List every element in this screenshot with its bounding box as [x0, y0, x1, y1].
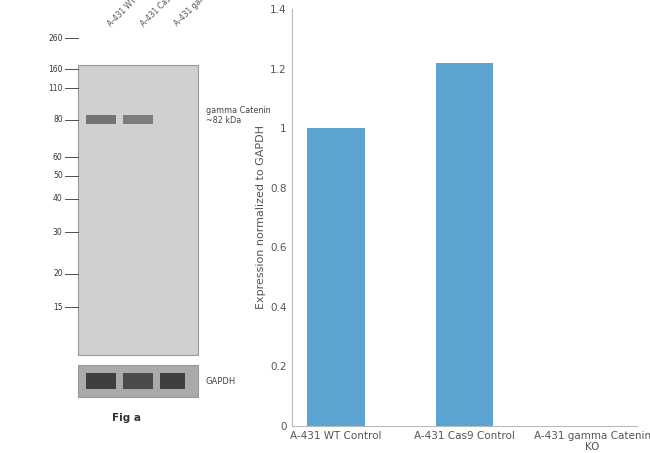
Text: 260: 260 [48, 34, 62, 43]
Y-axis label: Expression normalized to GAPDH: Expression normalized to GAPDH [256, 125, 266, 309]
Text: Fig a: Fig a [112, 413, 141, 423]
Text: 30: 30 [53, 227, 62, 236]
Bar [160, 373, 185, 389]
Text: 80: 80 [53, 115, 62, 124]
Text: 160: 160 [48, 65, 62, 74]
Bar [307, 128, 365, 426]
Text: GAPDH: GAPDH [205, 376, 236, 386]
Bar [78, 366, 198, 397]
Bar [436, 63, 493, 426]
Bar [78, 65, 198, 355]
Text: A-431 WT Control: A-431 WT Control [106, 0, 160, 28]
Bar [123, 115, 153, 124]
Text: A-431 gamma Catenin KO: A-431 gamma Catenin KO [172, 0, 249, 28]
Text: 40: 40 [53, 194, 62, 203]
Text: 50: 50 [53, 171, 62, 180]
Bar [86, 373, 116, 389]
Text: 15: 15 [53, 303, 62, 312]
Text: 60: 60 [53, 153, 62, 162]
Text: 110: 110 [48, 84, 62, 93]
Bar [123, 373, 153, 389]
Text: 20: 20 [53, 269, 62, 278]
Bar [86, 115, 116, 124]
Text: A-431 Cas9 Control: A-431 Cas9 Control [139, 0, 198, 28]
Text: gamma Catenin
~82 kDa: gamma Catenin ~82 kDa [205, 106, 270, 125]
